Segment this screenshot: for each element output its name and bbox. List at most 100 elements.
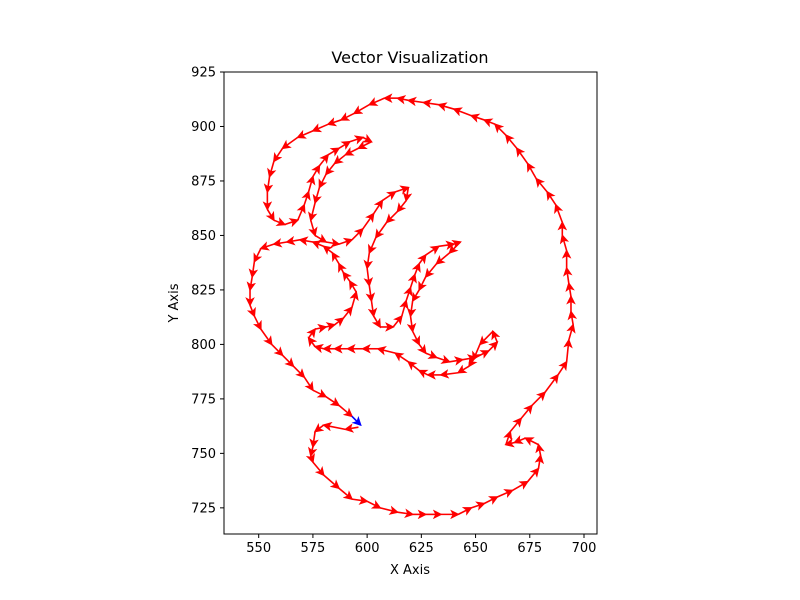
vector-arrow bbox=[411, 262, 421, 275]
vector-arrow bbox=[407, 273, 417, 288]
vector-arrow bbox=[448, 241, 461, 255]
vector-arrow bbox=[469, 113, 485, 123]
vector-arrow bbox=[468, 356, 478, 368]
vector-arrow bbox=[281, 354, 295, 368]
vector-arrow bbox=[482, 118, 496, 128]
vector-arrow bbox=[363, 252, 374, 270]
vector-arrow bbox=[324, 163, 336, 176]
vector-arrow bbox=[512, 480, 529, 492]
vector-arrow bbox=[298, 236, 314, 246]
vector-arrow bbox=[503, 430, 513, 445]
vector-arrow bbox=[263, 176, 274, 194]
vector-arrow bbox=[437, 102, 455, 112]
vector-arrow bbox=[546, 190, 557, 206]
vector-arrow bbox=[395, 185, 410, 195]
vector-arrow bbox=[285, 235, 301, 246]
vector-arrow bbox=[308, 219, 318, 237]
vector-arrow bbox=[374, 221, 388, 239]
vector-arrow bbox=[379, 505, 400, 515]
vector-arrow bbox=[367, 300, 378, 318]
vector-arrow bbox=[349, 290, 359, 308]
vector-arrow bbox=[259, 241, 275, 251]
vector-arrow bbox=[436, 354, 452, 364]
arrow-layer bbox=[245, 93, 578, 520]
vector-arrow bbox=[449, 356, 465, 366]
vector-arrow bbox=[323, 474, 341, 490]
vector-arrow bbox=[393, 352, 409, 363]
vector-arrow bbox=[343, 423, 359, 433]
vector-arrow bbox=[368, 237, 377, 255]
vector-arrow bbox=[402, 187, 413, 203]
vector-arrow bbox=[305, 452, 315, 464]
vector-arrow bbox=[273, 217, 287, 227]
vector-arrow bbox=[563, 338, 573, 362]
x-tick-label: 700 bbox=[572, 541, 597, 556]
vector-arrow bbox=[496, 489, 514, 498]
vector-arrow bbox=[563, 266, 573, 284]
y-tick-label: 825 bbox=[191, 283, 216, 298]
vector-arrow bbox=[470, 501, 486, 511]
vector-arrow bbox=[344, 146, 359, 156]
vector-arrow bbox=[267, 161, 277, 179]
vector-arrow bbox=[306, 175, 316, 193]
vector-arrow bbox=[349, 135, 365, 145]
y-tick-label: 725 bbox=[191, 501, 216, 516]
vector-arrow bbox=[535, 443, 545, 456]
final-vector-arrow bbox=[351, 415, 362, 427]
vector-arrow bbox=[515, 146, 529, 164]
vector-arrow bbox=[371, 315, 381, 329]
x-tick-label: 575 bbox=[300, 541, 325, 556]
vector-arrow bbox=[488, 341, 499, 352]
vector-arrow bbox=[352, 103, 370, 115]
vector-arrow bbox=[296, 129, 314, 139]
vector-arrow bbox=[246, 276, 257, 292]
vector-arrow bbox=[357, 140, 372, 149]
vector-arrow bbox=[520, 404, 533, 420]
vector-arrow bbox=[438, 240, 456, 251]
vector-arrow bbox=[326, 117, 342, 127]
vector-arrow bbox=[406, 300, 417, 318]
vector-arrow bbox=[303, 376, 314, 392]
y-axis-label: Y Axis bbox=[167, 283, 182, 323]
vector-arrow bbox=[372, 199, 384, 215]
vector-arrow bbox=[272, 147, 284, 163]
vector-arrow bbox=[504, 133, 518, 149]
vector-arrow bbox=[411, 289, 421, 303]
y-tick-label: 875 bbox=[191, 174, 216, 189]
vector-arrow bbox=[381, 190, 397, 202]
vector-arrow bbox=[246, 304, 256, 318]
vector-arrow bbox=[265, 208, 275, 222]
vector-arrow bbox=[385, 210, 399, 224]
vector-arrow bbox=[331, 251, 341, 265]
vector-arrow bbox=[338, 140, 352, 150]
vector-arrow bbox=[425, 350, 439, 359]
vector-arrow bbox=[478, 330, 494, 346]
vector-arrow bbox=[421, 98, 439, 109]
vector-arrow bbox=[281, 136, 299, 150]
vector-arrow bbox=[397, 508, 415, 519]
x-tick-label: 650 bbox=[463, 541, 488, 556]
vector-arrow bbox=[411, 330, 420, 346]
vector-arrow bbox=[309, 431, 319, 449]
vector-arrow bbox=[439, 369, 459, 379]
vector-arrow bbox=[362, 133, 373, 143]
vector-arrow bbox=[351, 495, 369, 505]
x-tick-label: 675 bbox=[517, 541, 542, 556]
vector-arrow bbox=[311, 240, 325, 250]
y-tick-label: 925 bbox=[191, 66, 216, 81]
vector-arrow bbox=[312, 388, 328, 398]
vector-arrow bbox=[338, 262, 347, 274]
vector-arrow bbox=[417, 253, 427, 265]
vector-arrow bbox=[338, 487, 354, 501]
x-tick-label: 600 bbox=[355, 541, 380, 556]
vector-arrow bbox=[483, 496, 499, 505]
vector-arrow bbox=[284, 218, 300, 228]
vector-arrow bbox=[272, 238, 288, 248]
vector-arrow bbox=[253, 248, 263, 264]
vector-arrow bbox=[271, 343, 284, 357]
vector-arrow bbox=[566, 323, 576, 341]
x-tick-label: 550 bbox=[246, 541, 271, 556]
vector-arrow bbox=[338, 237, 354, 247]
vector-arrow bbox=[418, 276, 428, 292]
vector-arrow bbox=[342, 271, 352, 282]
